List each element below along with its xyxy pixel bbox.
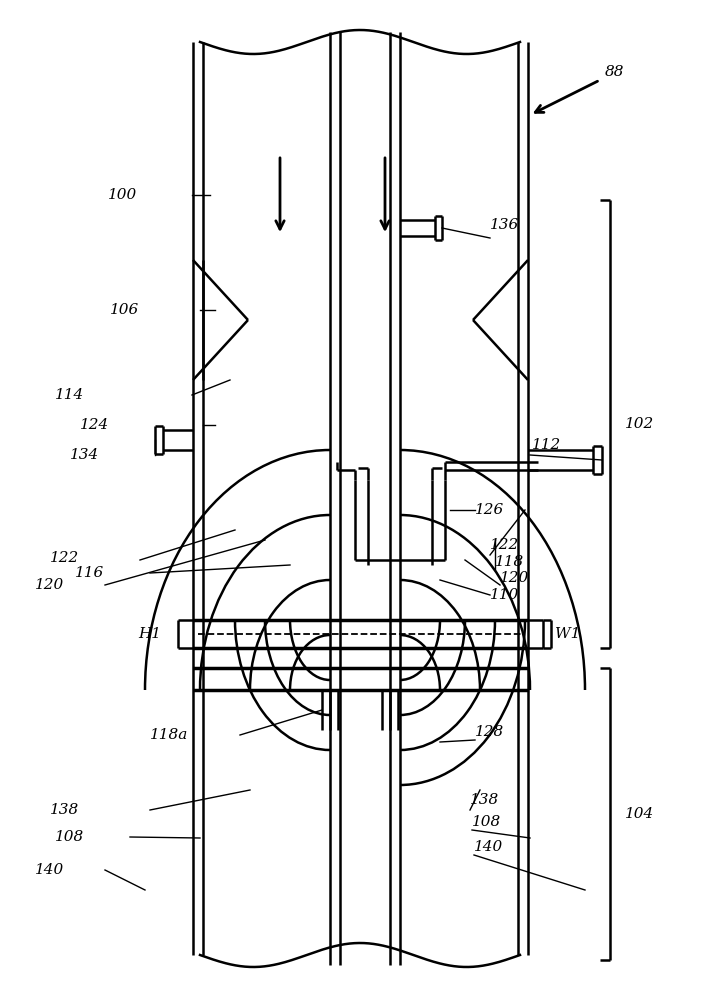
Text: 118: 118 bbox=[495, 555, 524, 569]
Text: 102: 102 bbox=[625, 417, 654, 431]
Text: H1: H1 bbox=[138, 627, 161, 641]
Text: 126: 126 bbox=[475, 503, 504, 517]
Text: W1: W1 bbox=[555, 627, 581, 641]
Text: 106: 106 bbox=[110, 303, 139, 317]
Text: 138: 138 bbox=[50, 803, 79, 817]
Text: 122: 122 bbox=[490, 538, 519, 552]
Text: 120: 120 bbox=[500, 571, 529, 585]
Text: 116: 116 bbox=[75, 566, 104, 580]
Text: 112: 112 bbox=[532, 438, 561, 452]
Text: 110: 110 bbox=[490, 588, 519, 602]
Text: 138: 138 bbox=[470, 793, 499, 807]
Text: 108: 108 bbox=[472, 815, 501, 829]
Text: 128: 128 bbox=[475, 725, 504, 739]
Text: 124: 124 bbox=[80, 418, 109, 432]
Text: 100: 100 bbox=[108, 188, 137, 202]
Text: 118a: 118a bbox=[150, 728, 188, 742]
Text: 122: 122 bbox=[50, 551, 79, 565]
Text: 140: 140 bbox=[474, 840, 503, 854]
Text: 134: 134 bbox=[70, 448, 99, 462]
Text: 88: 88 bbox=[605, 65, 624, 79]
Text: 120: 120 bbox=[35, 578, 64, 592]
Text: 140: 140 bbox=[35, 863, 64, 877]
Text: 136: 136 bbox=[490, 218, 519, 232]
Text: 104: 104 bbox=[625, 807, 654, 821]
Text: 114: 114 bbox=[55, 388, 84, 402]
Text: 108: 108 bbox=[55, 830, 84, 844]
